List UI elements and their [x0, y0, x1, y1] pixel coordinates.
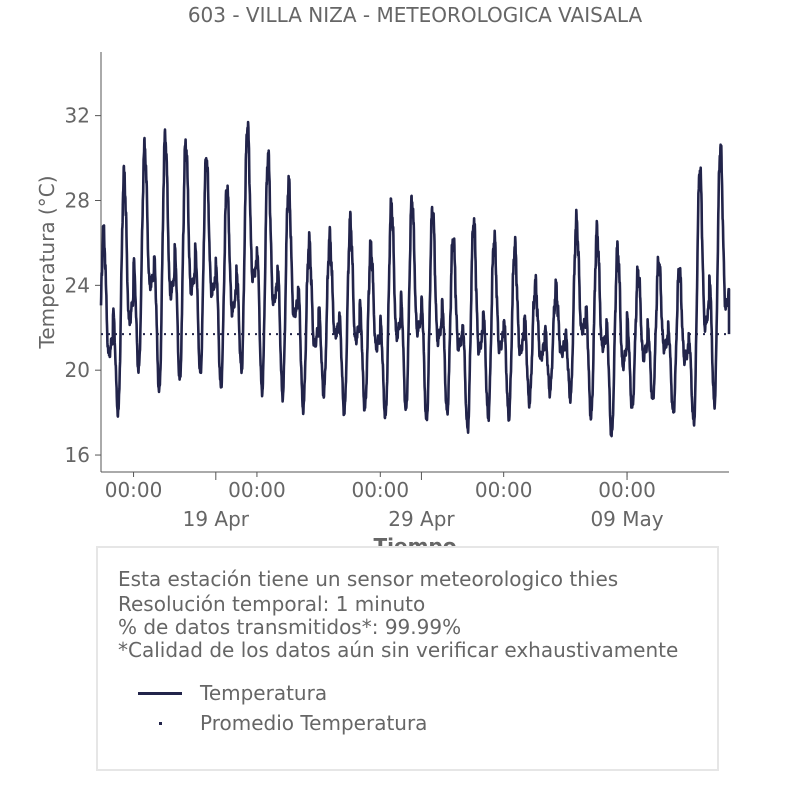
x-tick-label-time: 00:00: [598, 478, 656, 502]
legend-label-promedio: Promedio Temperatura: [200, 711, 427, 735]
x-tick-label-time: 00:00: [228, 478, 286, 502]
x-tick-label-date: 09 May: [590, 507, 663, 531]
y-tick-label: 20: [65, 358, 90, 382]
legend-label-temperatura: Temperatura: [200, 681, 327, 705]
series-group: [101, 122, 729, 436]
y-tick-label: 24: [65, 273, 90, 297]
legend-dot-icon: [159, 722, 162, 725]
y-tick-label: 28: [65, 188, 90, 212]
x-tick-label-time: 00:00: [105, 478, 163, 502]
x-tick-label-date: 19 Apr: [183, 507, 250, 531]
y-ticks: 16 20 24 28 32: [65, 104, 101, 467]
info-station-sensor: Esta estación tiene un sensor meteorolog…: [118, 567, 618, 591]
chart-title: 603 - VILLA NIZA - METEOROLOGICA VAISALA: [188, 3, 643, 27]
info-transmitted: % de datos transmitidos*: 99.99%: [118, 615, 461, 639]
x-ticks: 00:00 00:00 00:00 00:00 00:00 19 Apr 29 Apr 09 …: [105, 472, 664, 531]
x-tick-label-date: 29 Apr: [388, 507, 455, 531]
y-tick-label: 16: [65, 443, 90, 467]
info-box: Esta estación tiene un sensor meteorolog…: [96, 546, 719, 771]
info-quality-note: *Calidad de los datos aún sin verificar …: [118, 638, 678, 662]
info-resolution: Resolución temporal: 1 minuto: [118, 592, 425, 616]
x-tick-label-time: 00:00: [475, 478, 533, 502]
x-tick-label-time: 00:00: [351, 478, 409, 502]
y-tick-label: 32: [65, 104, 90, 128]
legend-solid-line-icon: [138, 692, 182, 695]
y-axis-label: Temperatura (°C): [35, 175, 59, 349]
series-temperatura-line: [101, 122, 729, 436]
